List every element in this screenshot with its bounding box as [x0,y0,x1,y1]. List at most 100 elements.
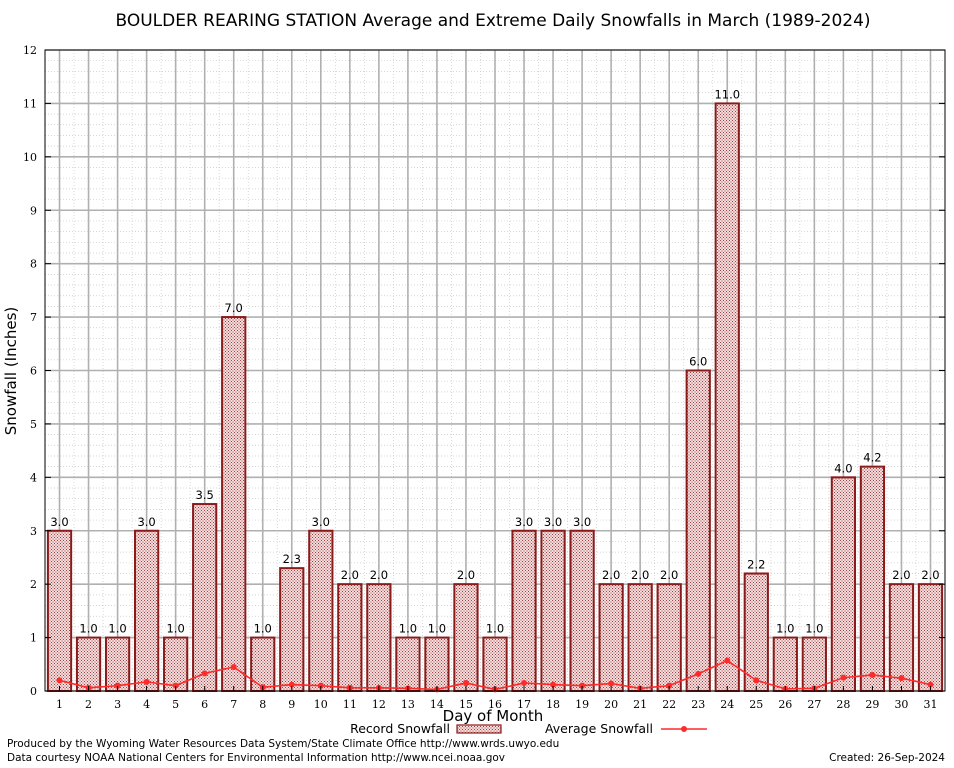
record-bar-day-22 [656,583,682,693]
average-point-day-30 [898,675,905,682]
record-bar-day-15 [453,583,479,693]
record-bar-day-19 [569,529,595,692]
average-point-day-10 [317,682,324,689]
y-tick-label: 4 [30,471,37,484]
bar-label-day-1: 3.0 [50,515,68,529]
average-point-day-1 [56,677,63,684]
record-bar-day-24 [714,102,740,692]
legend-record-swatch [456,724,502,734]
x-axis-ticks: 1 2 3 4 5 6 7 8 9 10 11 12 13 14 15 16 17 18 19 20 21 22 23 24 2… [56,686,937,711]
bar-label-day-31: 2.0 [921,568,939,582]
x-tick-label: 18 [546,698,560,711]
record-bar-day-18 [540,529,566,692]
average-point-day-7 [230,663,237,670]
average-point-day-22 [666,682,673,689]
y-tick-label: 5 [30,418,37,431]
average-point-day-24 [724,657,731,664]
record-bar-day-27 [801,636,827,692]
record-bar-day-4 [134,529,160,692]
average-point-day-29 [869,671,876,678]
bar-label-day-2: 1.0 [79,622,97,636]
bar-label-day-11: 2.0 [341,568,359,582]
bar-label-day-25: 2.2 [747,557,765,571]
record-bar-day-13 [395,636,421,692]
x-tick-label: 13 [401,698,415,711]
y-tick-label: 0 [30,685,37,698]
bar-label-day-13: 1.0 [399,622,417,636]
x-axis-title: Day of Month [443,707,544,725]
x-tick-label: 1 [56,698,63,711]
average-point-day-5 [172,682,179,689]
record-bar-day-8 [250,636,276,692]
record-bar-day-6 [192,503,218,692]
x-tick-label: 6 [201,698,208,711]
record-bar-day-14 [424,636,450,692]
x-tick-label: 4 [143,698,150,711]
average-point-day-4 [143,678,150,685]
x-tick-label: 22 [662,698,676,711]
y-tick-label: 10 [23,151,37,164]
x-tick-label: 20 [604,698,618,711]
y-tick-label: 11 [23,97,37,110]
bar-label-day-15: 2.0 [457,568,475,582]
average-point-day-17 [521,679,528,686]
record-bar-day-21 [627,583,653,693]
record-bar-day-16 [482,636,508,692]
record-bar-day-29 [859,465,886,692]
bar-label-day-17: 3.0 [515,515,533,529]
record-bar-day-20 [598,583,624,693]
x-tick-label: 28 [836,698,850,711]
record-snowfall-bars [46,102,944,693]
legend-average-marker [681,726,687,732]
average-point-day-3 [114,682,121,689]
bar-value-labels: 3.0 1.0 1.0 3.0 1.0 3.5 7.0 1.0 2.3 3.0 2.0 2.0 1.0 1… [50,87,939,635]
average-point-day-18 [550,681,557,688]
legend-average-label: Average Snowfall [545,721,653,736]
x-tick-label: 12 [372,698,386,711]
footer-produced-by: Produced by the Wyoming Water Resources … [7,738,560,750]
record-bar-day-25 [743,572,769,693]
record-bar-day-12 [366,583,392,693]
x-tick-label: 30 [894,698,908,711]
x-tick-label: 25 [749,698,763,711]
x-tick-label: 31 [923,698,937,711]
bar-label-day-30: 2.0 [892,568,910,582]
record-bar-day-30 [888,583,915,693]
record-bar-day-28 [830,476,856,693]
y-tick-label: 8 [30,258,37,271]
bar-label-day-5: 1.0 [166,622,184,636]
record-bar-day-2 [75,636,102,692]
x-tick-label: 15 [459,698,473,711]
y-tick-label: 6 [30,365,37,378]
x-tick-label: 29 [865,698,879,711]
x-tick-label: 11 [343,698,357,711]
legend-record-label: Record Snowfall [350,721,450,736]
bar-label-day-26: 1.0 [776,622,794,636]
x-tick-label: 16 [488,698,502,711]
x-tick-label: 19 [575,698,589,711]
bar-label-day-22: 2.0 [660,568,678,582]
average-point-day-28 [840,674,847,681]
chart-title: BOULDER REARING STATION Average and Extr… [115,11,870,31]
record-bar-day-17 [511,529,537,692]
bar-label-day-12: 2.0 [370,568,388,582]
average-point-day-9 [288,681,295,688]
average-point-day-19 [579,682,586,689]
y-tick-label: 9 [30,204,37,217]
x-tick-label: 23 [691,698,705,711]
footer-created: Created: 26-Sep-2024 [829,752,945,764]
record-bar-day-10 [308,529,334,692]
bar-label-day-18: 3.0 [544,515,562,529]
average-point-day-20 [608,680,615,687]
y-tick-label: 2 [30,578,37,591]
bar-label-day-3: 1.0 [108,622,126,636]
bar-label-day-9: 2.3 [283,552,301,566]
bar-label-day-29: 4.2 [863,451,881,465]
bar-label-day-27: 1.0 [805,622,823,636]
bar-label-day-16: 1.0 [486,622,504,636]
y-tick-label: 7 [30,311,37,324]
bar-label-day-20: 2.0 [602,568,620,582]
legend: Record Snowfall Average Snowfall [350,721,707,736]
